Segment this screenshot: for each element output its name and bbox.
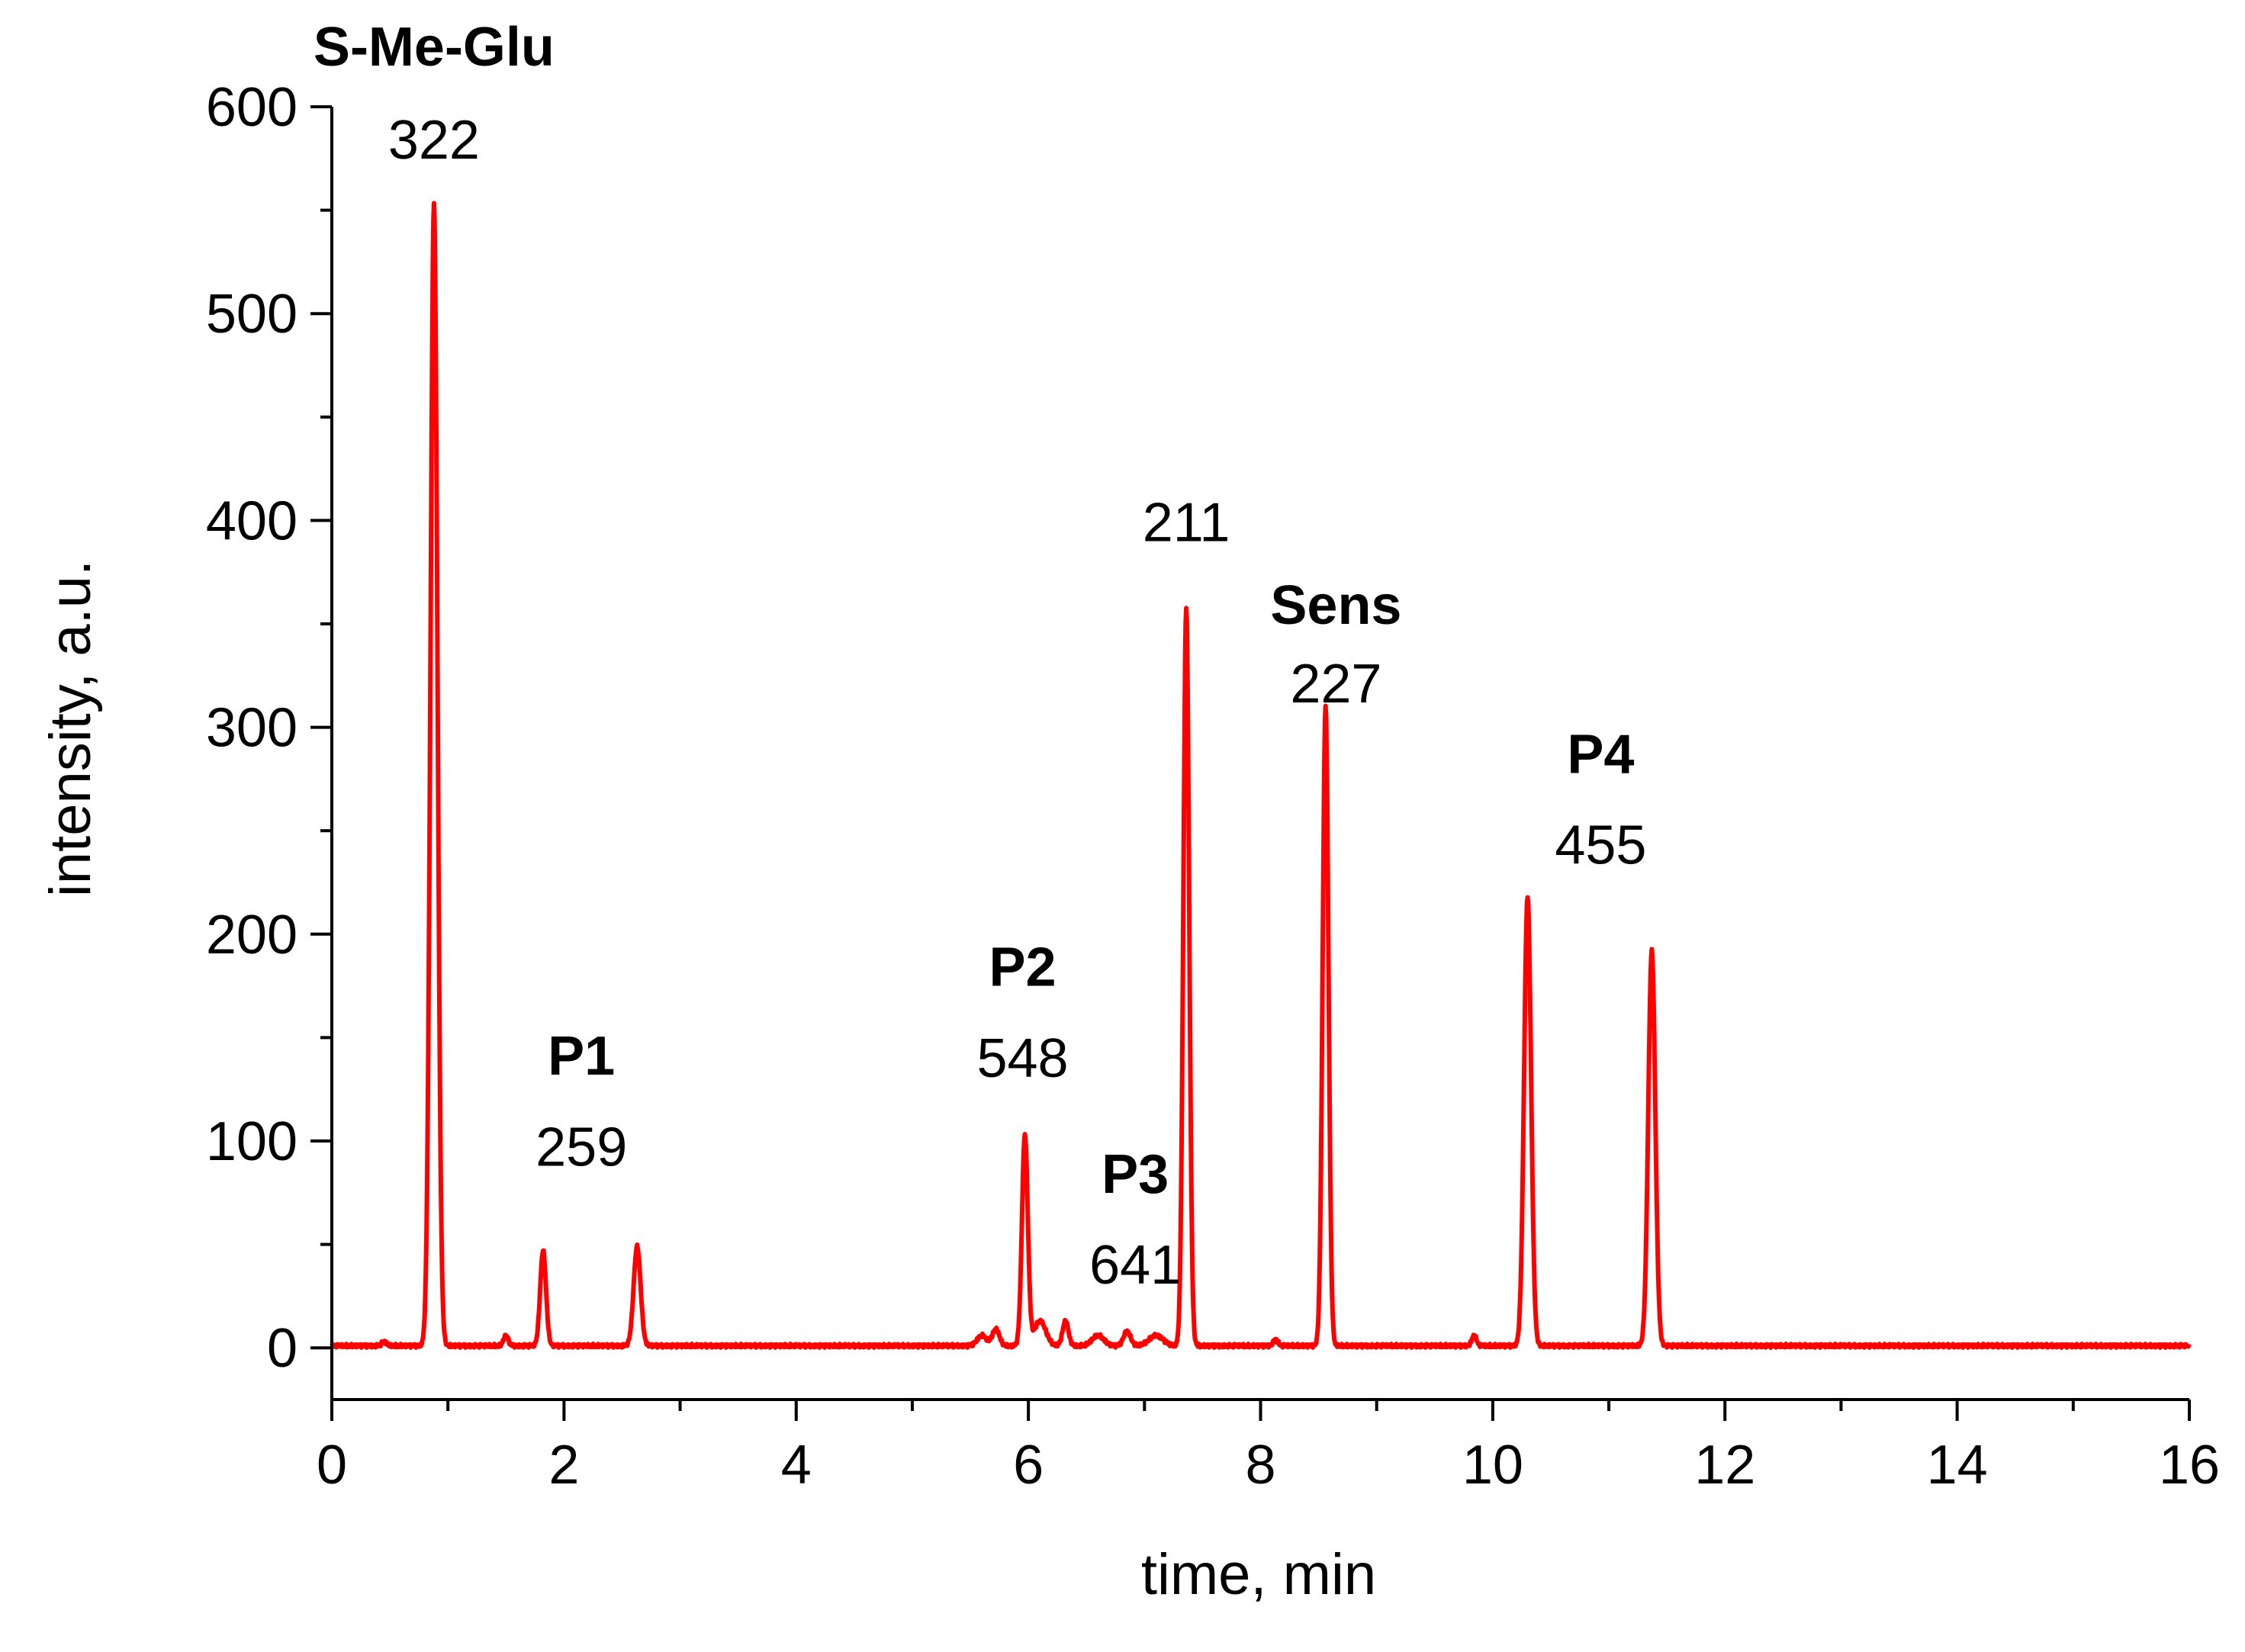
- x-tick-label: 16: [2159, 1435, 2220, 1496]
- peak-name-label: Sens: [1270, 575, 1401, 636]
- peak-value-label: 227: [1290, 654, 1381, 715]
- peak-name-label: P1: [548, 1026, 615, 1087]
- y-tick-label: 400: [206, 490, 298, 551]
- y-tick-label: 600: [206, 77, 298, 138]
- peak-name-label: P3: [1102, 1144, 1169, 1205]
- peak-value-label: 259: [536, 1117, 627, 1178]
- x-tick-label: 14: [1927, 1435, 1988, 1496]
- y-tick-label: 0: [267, 1318, 298, 1379]
- x-tick-label: 0: [317, 1435, 347, 1496]
- peak-value-label: 455: [1555, 815, 1646, 876]
- peak-value-label: 322: [388, 110, 480, 171]
- peak-value-label: 641: [1089, 1235, 1181, 1296]
- axes: 0 2 4 6 8 10 12 14 16 0 100 200 300 400 500 600: [206, 77, 2220, 1496]
- peak-name-label: P4: [1567, 724, 1634, 785]
- x-tick-label: 2: [548, 1435, 579, 1496]
- y-tick-label: 500: [206, 284, 298, 345]
- peak-name-label: S-Me-Glu: [314, 17, 555, 78]
- peak-value-label: 548: [976, 1028, 1068, 1089]
- y-tick-label: 200: [206, 905, 298, 966]
- x-tick-label: 8: [1245, 1435, 1275, 1496]
- x-tick-label: 12: [1694, 1435, 1755, 1496]
- chromatogram-trace-line: [330, 201, 2192, 1350]
- y-tick-label: 100: [206, 1111, 298, 1172]
- plot-area: S-Me-Glu 322 P1 259 P2 548 P3 641 211 Sens 227 P4 45…: [314, 17, 2192, 1350]
- y-axis-title: intensity, a.u.: [38, 560, 103, 897]
- x-tick-label: 10: [1462, 1435, 1523, 1496]
- x-tick-label: 4: [781, 1435, 812, 1496]
- x-axis-title: time, min: [1141, 1542, 1376, 1607]
- peak-value-label: 211: [1143, 493, 1230, 554]
- x-tick-label: 6: [1013, 1435, 1044, 1496]
- y-tick-label: 300: [206, 698, 298, 759]
- peak-name-label: P2: [989, 937, 1056, 998]
